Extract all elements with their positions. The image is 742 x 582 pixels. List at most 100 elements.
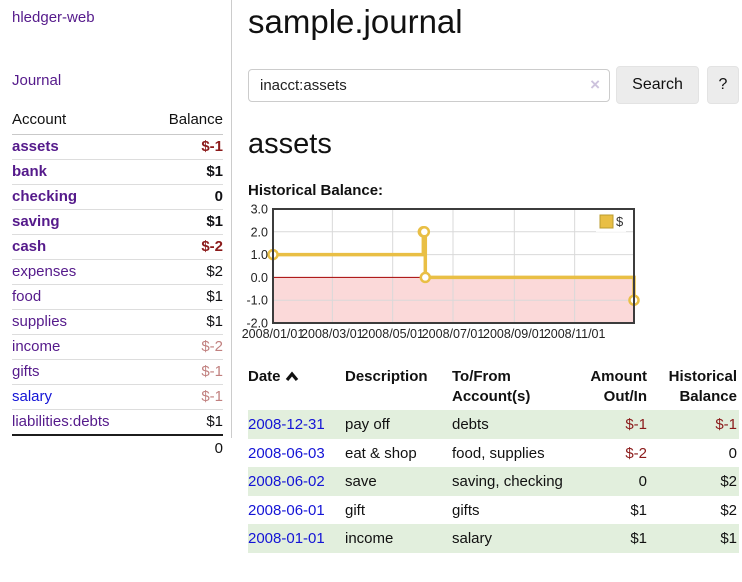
sidebar-account-income[interactable]: income (12, 338, 61, 355)
sidebar-account-expenses[interactable]: expenses (12, 263, 77, 280)
register-header-description: Description (345, 368, 428, 386)
transaction-accounts: salary (452, 530, 493, 548)
transaction-amount: $-1 (625, 416, 647, 434)
transaction-accounts: gifts (452, 501, 480, 519)
accounts-tbody: assets $-1 bank $1 checking 0 saving $1 cash $-2 e… (12, 134, 223, 436)
account-balance: $-1 (147, 384, 223, 410)
sort-ascending-icon (285, 371, 298, 382)
sidebar-account-assets[interactable]: assets (12, 138, 59, 155)
register-header-date[interactable]: Date (248, 365, 345, 410)
sidebar-account-bank[interactable]: bank (12, 163, 48, 180)
legend-label: $ (616, 214, 624, 229)
sidebar-item-journal[interactable]: Journal (12, 72, 62, 89)
transaction-date-link[interactable]: 2008-06-01 (248, 501, 325, 519)
sidebar-account-cash[interactable]: cash (12, 238, 47, 255)
transaction-balance: $2 (720, 501, 737, 519)
accounts-total-value: 0 (12, 434, 223, 461)
sidebar-account-saving[interactable]: saving (12, 213, 60, 230)
transaction-balance: $2 (720, 473, 737, 491)
account-balance: $1 (147, 159, 223, 185)
register-tbody: 2008-12-31 pay off debts $-1 $-1 2008-06-03 ea… (248, 410, 739, 553)
search-input[interactable] (248, 68, 610, 102)
svg-text:2008/07/01: 2008/07/01 (422, 327, 485, 341)
transaction-row: 2008-12-31 pay off debts $-1 $-1 (248, 410, 739, 439)
account-balance: $-1 (147, 134, 223, 160)
chart-data-point (419, 271, 432, 284)
transaction-amount: $1 (630, 501, 647, 519)
legend-swatch (599, 214, 614, 229)
sidebar-account-salary[interactable]: salary (12, 388, 53, 405)
account-row: cash $-2 (12, 234, 223, 260)
transaction-amount: $1 (630, 530, 647, 548)
transaction-description: pay off (345, 416, 390, 434)
account-balance: $1 (147, 309, 223, 335)
account-heading: assets (248, 128, 332, 161)
register-header-balance: Historical Balance (668, 368, 737, 405)
accounts-header-balance: Balance (147, 108, 223, 135)
transaction-balance: $-1 (715, 416, 737, 434)
account-balance: $-2 (147, 234, 223, 260)
sidebar: hledger-web Journal Account Balance asse… (0, 0, 232, 461)
account-row: salary $-1 (12, 384, 223, 410)
historical-balance-chart: $3.0 2.0 1.0 0.0 -1.0 -2.02008/01/012008/03/0… (242, 203, 640, 341)
account-balance: $1 (206, 413, 223, 430)
account-row: bank $1 (12, 159, 223, 185)
accounts-table: Account Balance assets $-1 bank $1 checking 0… (12, 108, 223, 461)
transaction-balance: 0 (728, 444, 737, 462)
transaction-row: 2008-06-02 save saving, checking 0 $2 (248, 467, 739, 496)
accounts-total-row: 0 (12, 434, 223, 461)
svg-text:-1.0: -1.0 (246, 294, 268, 308)
svg-text:0.0: 0.0 (251, 271, 268, 285)
transaction-row: 2008-06-03 eat & shop food, supplies $-2 0 (248, 439, 739, 468)
transaction-description: gift (345, 501, 366, 519)
svg-text:2008/05/01: 2008/05/01 (361, 327, 424, 341)
transaction-date-link[interactable]: 2008-01-01 (248, 530, 325, 548)
transaction-date-link[interactable]: 2008-06-03 (248, 444, 325, 462)
transaction-description: save (345, 473, 377, 491)
svg-text:2008/09/01: 2008/09/01 (483, 327, 546, 341)
transaction-amount: $-2 (625, 444, 647, 462)
transaction-description: eat & shop (345, 444, 417, 462)
account-balance: 0 (147, 184, 223, 210)
search-box: × (248, 68, 610, 102)
account-row: expenses $2 (12, 259, 223, 285)
svg-text:-2.0: -2.0 (246, 317, 268, 331)
help-button[interactable]: ? (707, 66, 739, 105)
transaction-date-link[interactable]: 2008-12-31 (248, 416, 325, 434)
app-title-link[interactable]: hledger-web (12, 9, 95, 26)
account-row: gifts $-1 (12, 359, 223, 385)
account-balance: $1 (147, 209, 223, 235)
account-row: liabilities:debts $1 (12, 410, 223, 436)
svg-text:2008/03/01: 2008/03/01 (301, 327, 364, 341)
account-balance: $-2 (147, 334, 223, 360)
account-balance: $-1 (147, 359, 223, 385)
app-title: hledger-web (12, 9, 223, 26)
chart-data-point (418, 226, 431, 238)
svg-text:2.0: 2.0 (251, 225, 268, 239)
svg-text:2008/01/01: 2008/01/01 (242, 327, 304, 341)
register-header-amount: Amount Out/In (590, 368, 647, 405)
account-row: assets $-1 (12, 134, 223, 160)
accounts-header-account: Account (12, 108, 148, 135)
transaction-accounts: food, supplies (452, 444, 545, 462)
sidebar-account-checking[interactable]: checking (12, 188, 78, 205)
search-bar: × Search ? (248, 66, 742, 105)
sidebar-account-food[interactable]: food (12, 288, 42, 305)
account-balance: $2 (147, 259, 223, 285)
transaction-accounts: debts (452, 416, 489, 434)
account-row: checking 0 (12, 184, 223, 210)
sidebar-account-gifts[interactable]: gifts (12, 363, 40, 380)
register-header-row: Date Description To/From Account(s) Amou… (248, 365, 739, 410)
chart-title: Historical Balance: (248, 182, 384, 200)
sidebar-account-supplies[interactable]: supplies (12, 313, 68, 330)
account-row: income $-2 (12, 334, 223, 360)
transaction-date-link[interactable]: 2008-06-02 (248, 473, 325, 491)
page-title: sample.journal (248, 3, 463, 40)
transaction-row: 2008-06-01 gift gifts $1 $2 (248, 496, 739, 525)
search-button[interactable]: Search (616, 66, 699, 105)
sidebar-account-liabilities-debts[interactable]: liabilities:debts (12, 413, 110, 430)
transaction-accounts: saving, checking (452, 473, 563, 491)
clear-search-icon[interactable]: × (590, 74, 600, 94)
transaction-description: income (345, 530, 394, 548)
transaction-row: 2008-01-01 income salary $1 $1 (248, 524, 739, 553)
